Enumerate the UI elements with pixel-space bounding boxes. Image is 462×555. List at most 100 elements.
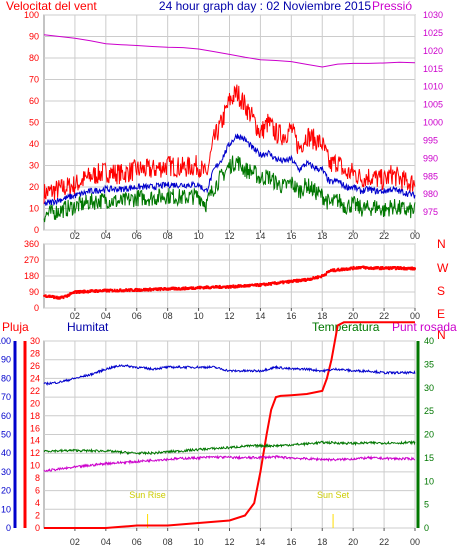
rain-series [44, 321, 415, 529]
humidity-y-tick-label: 80 [1, 373, 11, 383]
direction-point [411, 268, 414, 271]
rain-chart-x-tick-label: 20 [348, 537, 358, 547]
direction-point [264, 284, 267, 287]
direction-point [133, 290, 136, 292]
wind-y-tick-label: 0 [34, 225, 39, 235]
direction-point [379, 267, 382, 269]
direction-chart-x-tick-label: 20 [348, 311, 358, 321]
humidity-axis-title: Humitat [67, 320, 109, 334]
direction-point [356, 267, 359, 270]
rain-y-tick-label: 30 [30, 336, 40, 346]
pressure-y-tick-label: 985 [423, 171, 438, 181]
direction-point [122, 290, 125, 293]
wind-y-tick-label: 10 [29, 204, 39, 214]
direction-point [277, 281, 280, 284]
direction-point [168, 287, 171, 290]
direction-point [90, 290, 92, 292]
direction-point [66, 295, 69, 297]
direction-point [347, 268, 350, 271]
direction-point [259, 285, 262, 287]
pressure-series [43, 34, 416, 68]
direction-point [356, 266, 358, 269]
temperature-y-tick-label: 10 [424, 476, 434, 486]
direction-point [182, 286, 185, 289]
wind-chart-x-tick-label: 10 [194, 231, 204, 241]
direction-point [119, 288, 122, 291]
rain-y-tick-label: 16 [30, 423, 40, 433]
humidity-y-tick-label: 40 [1, 448, 11, 458]
rain-y-tick-label: 2 [35, 511, 40, 521]
humidity-y-tick-label: 20 [1, 486, 11, 496]
rain-y-tick-label: 22 [30, 386, 40, 396]
direction-point [381, 266, 384, 268]
direction-point [60, 296, 63, 299]
direction-point [178, 286, 180, 289]
rain-y-tick-label: 0 [35, 523, 40, 533]
direction-chart-x-tick-label: 12 [224, 311, 234, 321]
rain-chart-x-tick-label: 02 [70, 537, 80, 547]
direction-point [345, 267, 348, 270]
temperature-y-tick-label: 15 [424, 453, 434, 463]
direction-point [218, 287, 221, 289]
wind-chart-x-tick-label: 06 [132, 231, 142, 241]
direction-point [105, 288, 107, 291]
direction-point [68, 294, 71, 297]
direction-point [403, 267, 406, 269]
direction-point [340, 269, 342, 271]
direction-point [315, 275, 318, 278]
direction-point [317, 277, 320, 279]
direction-point [290, 279, 293, 282]
direction-point [199, 287, 202, 290]
direction-y-tick-label: 90 [29, 287, 39, 297]
pressure-y-tick-label: 990 [423, 153, 438, 163]
rain-chart-x-tick-label: 10 [194, 537, 204, 547]
pressure-y-tick-label: 1025 [423, 28, 443, 38]
sunset-label: Sun Set [317, 490, 350, 500]
direction-point [331, 268, 334, 271]
direction-point [65, 295, 67, 298]
pressure-y-tick-label: 1020 [423, 46, 443, 56]
direction-point [323, 274, 326, 277]
direction-point [61, 295, 64, 298]
direction-point [281, 280, 284, 283]
direction-chart-x-tick-label: 14 [255, 311, 265, 321]
direction-chart-x-tick-label: 10 [194, 311, 204, 321]
direction-point [126, 290, 129, 292]
compass-label-e: E [437, 307, 445, 321]
wind-chart-x-tick-label: 04 [101, 231, 111, 241]
direction-point [321, 275, 324, 277]
direction-chart-x-tick-label: 02 [70, 311, 80, 321]
direction-point [376, 267, 379, 270]
humidity-y-tick-label: 60 [1, 411, 11, 421]
humidity-y-tick-label: 10 [1, 504, 11, 514]
rain-chart-x-tick-label: 16 [286, 537, 296, 547]
compass-label-w: W [437, 261, 449, 275]
pressure-y-tick-label: 1000 [423, 118, 443, 128]
direction-point [299, 280, 301, 283]
direction-point [352, 268, 354, 271]
direction-point [215, 285, 217, 287]
direction-point [202, 287, 205, 290]
direction-point [128, 290, 131, 293]
direction-point [187, 288, 190, 290]
direction-point [224, 285, 226, 288]
humidity-y-tick-label: 0 [6, 523, 11, 533]
direction-point [171, 288, 173, 290]
direction-y-tick-label: 0 [34, 303, 39, 313]
direction-point [214, 286, 217, 289]
sunrise-label: Sun Rise [129, 490, 166, 500]
direction-point [52, 295, 55, 297]
direction-chart-x-tick-label: 08 [163, 311, 173, 321]
direction-point [239, 284, 242, 286]
direction-chart-x-tick-label: 04 [101, 311, 111, 321]
wind-min-series [43, 155, 416, 223]
wind-chart-x-tick-label: 20 [348, 231, 358, 241]
temperature-axis-title: Temperatura [312, 320, 380, 334]
direction-point [297, 281, 299, 283]
compass-label-n: N [437, 328, 446, 342]
direction-point [325, 272, 328, 275]
direction-point [359, 266, 361, 268]
pressure-axis-title: Pressió [372, 0, 412, 13]
direction-point [118, 290, 120, 293]
wind-y-tick-label: 60 [29, 96, 39, 106]
